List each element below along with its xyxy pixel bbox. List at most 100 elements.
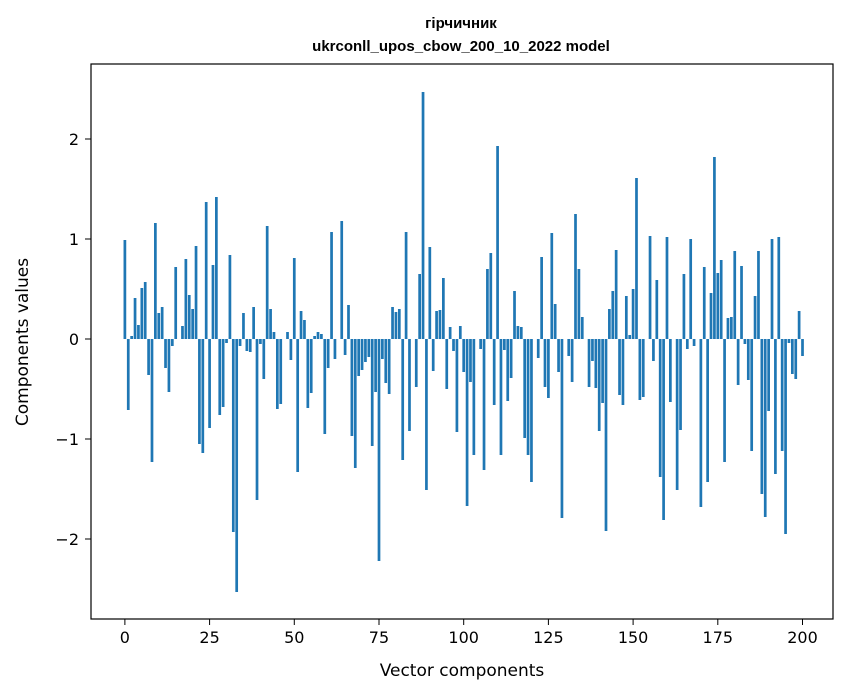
chart-title: гірчичник xyxy=(425,15,497,32)
bar-77 xyxy=(384,339,388,383)
bar-198 xyxy=(794,339,798,379)
bar-168 xyxy=(692,339,696,346)
bar-51 xyxy=(296,339,300,472)
bar-4 xyxy=(137,325,140,339)
plot-frame xyxy=(90,63,834,620)
bar-74 xyxy=(374,339,377,392)
bar-127 xyxy=(553,304,557,339)
bar-106 xyxy=(482,339,486,470)
bar-163 xyxy=(675,339,679,490)
bar-70 xyxy=(360,339,364,370)
bar-187 xyxy=(757,251,760,339)
bar-174 xyxy=(713,157,716,339)
bar-144 xyxy=(611,291,615,339)
bar-78 xyxy=(387,339,391,394)
bar-54 xyxy=(306,339,310,408)
bars-group xyxy=(123,92,804,592)
bar-76 xyxy=(381,339,384,359)
bar-22 xyxy=(198,339,201,444)
bar-184 xyxy=(746,339,750,380)
bar-96 xyxy=(448,327,452,339)
bar-141 xyxy=(601,339,604,403)
bar-58 xyxy=(320,334,323,339)
bar-64 xyxy=(340,221,344,339)
bar-29 xyxy=(221,339,225,407)
bar-113 xyxy=(506,339,510,401)
bar-188 xyxy=(760,339,764,494)
bar-193 xyxy=(777,237,781,339)
bar-97 xyxy=(452,339,455,351)
bar-98 xyxy=(455,339,459,432)
bar-128 xyxy=(557,339,560,372)
x-tick-label: 0 xyxy=(120,628,130,647)
bar-129 xyxy=(560,339,564,518)
bar-153 xyxy=(641,339,645,397)
y-tick-label: 1 xyxy=(69,230,79,249)
bar-90 xyxy=(428,247,432,339)
bar-161 xyxy=(669,339,672,402)
x-axis-label: Vector components xyxy=(380,661,545,681)
bar-137 xyxy=(587,339,591,387)
bar-66 xyxy=(347,305,350,339)
bar-3 xyxy=(133,298,137,339)
bar-124 xyxy=(543,339,547,387)
bar-44 xyxy=(272,332,276,339)
x-tick-label: 100 xyxy=(448,628,479,647)
bar-115 xyxy=(513,291,516,339)
bar-67 xyxy=(350,339,354,436)
bar-19 xyxy=(187,295,191,339)
bar-122 xyxy=(536,339,540,358)
bar-9 xyxy=(154,223,157,339)
bar-167 xyxy=(689,239,693,339)
y-tick-label: 2 xyxy=(69,130,79,149)
bar-178 xyxy=(726,318,730,339)
bar-79 xyxy=(391,307,394,339)
x-tick-label: 75 xyxy=(369,628,389,647)
bar-33 xyxy=(235,339,239,592)
bar-81 xyxy=(397,309,401,339)
bar-57 xyxy=(316,332,320,339)
bar-170 xyxy=(699,339,703,507)
bar-177 xyxy=(723,339,726,462)
x-tick-label: 150 xyxy=(618,628,649,647)
bar-39 xyxy=(255,339,259,500)
bar-23 xyxy=(201,339,205,453)
chart-subtitle: ukrconll_upos_cbow_200_10_2022 model xyxy=(312,38,610,55)
bar-5 xyxy=(140,288,144,339)
bar-14 xyxy=(170,339,174,346)
bar-151 xyxy=(635,178,638,339)
bar-35 xyxy=(242,313,245,339)
bar-13 xyxy=(167,339,171,392)
bar-52 xyxy=(299,311,303,339)
bar-43 xyxy=(269,309,272,339)
bar-30 xyxy=(225,339,228,343)
y-tick-label: −2 xyxy=(55,530,79,549)
bar-93 xyxy=(438,310,442,339)
x-tick-label: 125 xyxy=(533,628,564,647)
bar-94 xyxy=(442,278,445,339)
bar-132 xyxy=(570,339,574,382)
bar-60 xyxy=(326,339,330,368)
bar-105 xyxy=(479,339,482,349)
bar-73 xyxy=(370,339,374,446)
bar-69 xyxy=(357,339,361,376)
bar-146 xyxy=(618,339,621,395)
bar-190 xyxy=(767,339,770,411)
bar-149 xyxy=(628,335,632,339)
bar-61 xyxy=(330,232,333,339)
bar-86 xyxy=(414,339,418,387)
bar-38 xyxy=(252,307,255,339)
x-tick-label: 175 xyxy=(703,628,734,647)
bar-49 xyxy=(289,339,293,360)
bar-135 xyxy=(580,317,584,339)
bar-80 xyxy=(394,312,398,339)
bar-40 xyxy=(259,339,262,344)
bar-75 xyxy=(377,339,381,561)
bar-173 xyxy=(709,293,713,339)
bar-88 xyxy=(421,92,425,339)
y-axis-ticks: −2 −1 0 1 2 xyxy=(55,130,91,549)
bar-123 xyxy=(540,257,543,339)
bar-197 xyxy=(790,339,794,374)
bar-32 xyxy=(231,339,235,532)
bar-89 xyxy=(425,339,428,490)
